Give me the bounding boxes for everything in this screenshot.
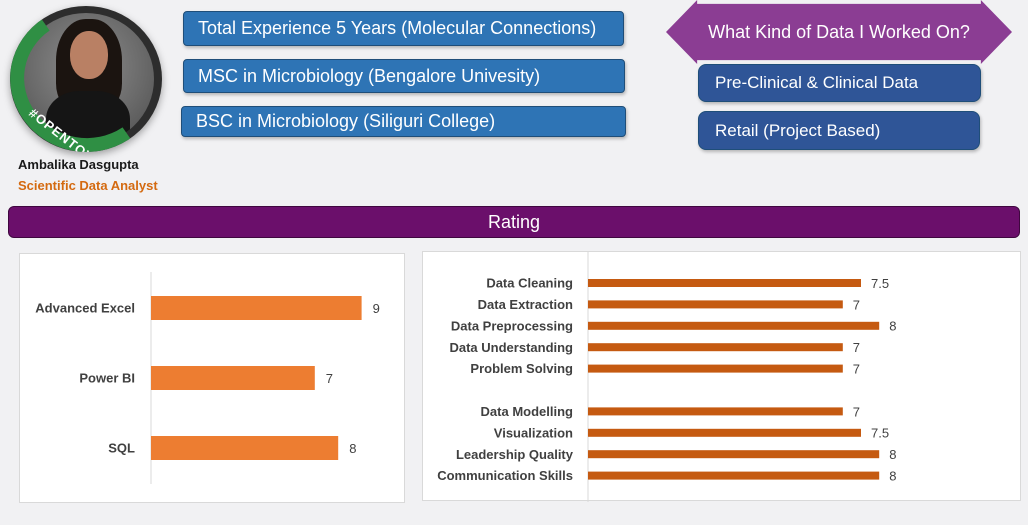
data-worked-arrow [666,0,1012,64]
value-label-sql: 8 [349,441,356,456]
photo-face [70,31,108,79]
category-label-problem-solving: Problem Solving [470,361,573,376]
bar-data-preprocessing [588,321,880,330]
value-label-data-extraction: 7 [853,297,860,312]
category-label-communication-skills: Communication Skills [437,468,573,483]
profile-role: Scientific Data Analyst [18,178,158,193]
experience-pill: Total Experience 5 Years (Molecular Conn… [183,11,624,46]
skills-chart-panel: Data Cleaning 7.5 Data Extraction 7 Data Pre… [422,251,1021,502]
rating-header: Rating [8,206,1020,238]
bar-data-cleaning [588,279,861,287]
category-label-sql: SQL [108,441,135,456]
retail-data-pill: Retail (Project Based) [698,111,980,150]
value-label-advanced-excel: 9 [373,301,380,316]
bar-leadership-quality [588,450,880,459]
value-label-power-bi: 7 [326,371,333,386]
value-label-visualization: 7.5 [871,426,889,441]
bar-visualization [588,428,861,437]
category-label-leadership-quality: Leadership Quality [456,447,574,462]
value-label-problem-solving: 7 [853,362,860,377]
value-label-data-preprocessing: 8 [889,319,896,334]
category-label-data-cleaning: Data Cleaning [486,276,573,291]
profile-avatar: #OPENTOWORK [10,6,162,152]
bar-data-extraction [588,300,843,309]
bar-data-understanding [588,343,843,352]
bar-data-modelling [588,407,843,416]
category-label-visualization: Visualization [494,425,573,440]
bar-communication-skills [588,471,880,480]
bsc-pill: BSC in Microbiology (Siliguri College) [181,106,626,137]
value-label-leadership-quality: 8 [889,447,896,462]
category-label-data-extraction: Data Extraction [478,297,573,312]
bar-sql [151,436,339,460]
category-label-data-modelling: Data Modelling [481,404,574,419]
clinical-data-pill: Pre-Clinical & Clinical Data [698,64,981,102]
opentowork-ring [10,6,162,152]
value-label-data-cleaning: 7.5 [871,276,889,291]
skills-bar-chart: Data Cleaning 7.5 Data Extraction 7 Data Pre… [437,252,896,502]
category-label-data-understanding: Data Understanding [449,340,573,355]
tools-chart-panel: Advanced Excel 9 Power BI 7 SQL 8 [19,253,405,503]
value-label-data-modelling: 7 [853,404,860,419]
category-label-power-bi: Power BI [79,371,135,386]
photo-body [46,91,130,145]
profile-photo [18,13,154,145]
bar-advanced-excel [151,296,362,320]
bar-problem-solving [588,364,843,373]
bar-power-bi [151,366,315,390]
category-label-data-preprocessing: Data Preprocessing [451,318,573,333]
value-label-data-understanding: 7 [853,340,860,355]
data-worked-title: What Kind of Data I Worked On? [708,21,970,42]
msc-pill: MSC in Microbiology (Bengalore Univesity… [183,59,625,93]
value-label-communication-skills: 8 [889,469,896,484]
category-label-advanced-excel: Advanced Excel [35,301,135,316]
tools-bar-chart: Advanced Excel 9 Power BI 7 SQL 8 [35,272,380,484]
profile-name: Ambalika Dasgupta [18,157,139,172]
